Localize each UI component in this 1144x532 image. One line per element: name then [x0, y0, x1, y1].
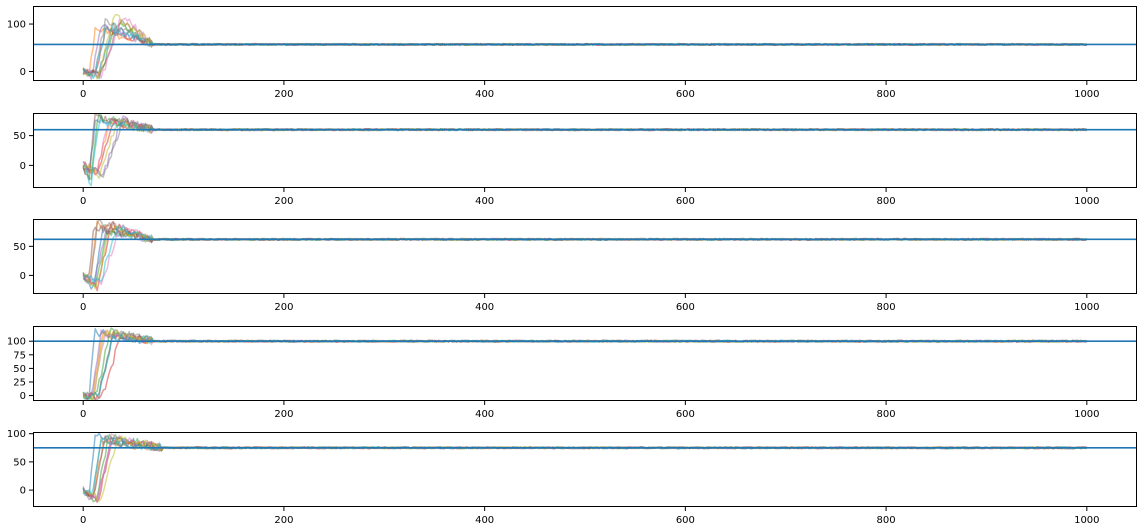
- series-line-3: [82, 21, 1088, 80]
- x-tick-label: 600: [676, 515, 695, 526]
- x-tick-label: 0: [80, 302, 86, 313]
- x-tick-label: 400: [475, 515, 494, 526]
- axes-frame: [33, 326, 1137, 401]
- axes-frame: [33, 113, 1137, 188]
- axes-frame: [33, 6, 1137, 81]
- y-tick-label: 100: [7, 20, 26, 31]
- y-tick-label: 25: [13, 377, 26, 388]
- series-line-3: [82, 433, 1087, 503]
- series-line-8: [82, 18, 1087, 77]
- series-line-1: [82, 115, 1087, 174]
- y-tick-label: 0: [20, 271, 26, 282]
- series-line-6: [82, 435, 1087, 498]
- series-line-1: [82, 432, 1088, 497]
- series-line-9: [82, 14, 1087, 80]
- x-tick-label: 600: [676, 409, 695, 420]
- y-tick-label: 100: [7, 337, 26, 348]
- series-line-6: [82, 19, 1087, 77]
- x-tick-label: 0: [80, 515, 86, 526]
- y-tick-label: 50: [13, 242, 26, 253]
- y-tick-label: 50: [13, 131, 26, 142]
- x-tick-label: 800: [877, 196, 896, 207]
- series-line-6: [82, 113, 1087, 181]
- y-tick-label: 0: [20, 391, 26, 402]
- series-line-10: [82, 25, 1088, 80]
- axes-frame: [33, 432, 1137, 507]
- series-group: [82, 327, 1088, 401]
- series-line-9: [82, 435, 1087, 502]
- y-tick-label: 0: [20, 486, 26, 497]
- x-tick-label: 1000: [1074, 515, 1099, 526]
- x-tick-label: 1000: [1074, 196, 1099, 207]
- series-line-2: [82, 118, 1087, 173]
- x-tick-label: 600: [676, 196, 695, 207]
- series-line-1: [82, 327, 1088, 401]
- series-line-7: [83, 433, 1087, 504]
- series-group: [82, 432, 1088, 504]
- x-tick-label: 800: [877, 89, 896, 100]
- x-tick-label: 200: [274, 302, 293, 313]
- x-tick-label: 200: [274, 409, 293, 420]
- series-line-4: [82, 220, 1088, 292]
- y-tick-label: 0: [20, 67, 26, 78]
- x-tick-label: 0: [80, 89, 86, 100]
- subplot-3: 0 200 400 600 800 1000 0 50: [13, 219, 1137, 313]
- series-line-5: [83, 227, 1087, 283]
- y-tick-label: 100: [7, 429, 26, 440]
- x-tick-label: 0: [80, 196, 86, 207]
- axes-frame: [33, 219, 1137, 294]
- series-line-1: [82, 225, 1088, 290]
- series-group: [82, 219, 1088, 292]
- x-tick-label: 800: [877, 409, 896, 420]
- y-tick-label: 75: [13, 350, 26, 361]
- x-tick-label: 400: [475, 302, 494, 313]
- y-tick-label: 50: [13, 457, 26, 468]
- x-tick-label: 200: [274, 515, 293, 526]
- subplot-1: 0 200 400 600 800 1000 0 100: [7, 6, 1137, 100]
- x-tick-label: 200: [274, 89, 293, 100]
- x-tick-label: 600: [676, 89, 695, 100]
- x-tick-label: 400: [475, 89, 494, 100]
- series-line-8: [83, 117, 1088, 178]
- series-line-4: [82, 333, 1088, 401]
- y-tick-label: 50: [13, 364, 26, 375]
- series-line-4: [82, 26, 1087, 76]
- x-tick-label: 600: [676, 302, 695, 313]
- series-line-1: [82, 22, 1087, 77]
- series-line-7: [82, 223, 1087, 286]
- series-line-3: [82, 228, 1087, 288]
- series-group: [82, 14, 1088, 80]
- subplot-5: 0 200 400 600 800 1000 0 50 100: [7, 429, 1137, 526]
- series-line-8: [82, 219, 1088, 284]
- x-tick-label: 400: [475, 409, 494, 420]
- series-line-5: [82, 23, 1088, 80]
- x-tick-label: 800: [877, 302, 896, 313]
- series-line-2: [82, 26, 1087, 76]
- x-tick-label: 1000: [1074, 89, 1099, 100]
- y-tick-label: 0: [20, 161, 26, 172]
- series-line-7: [82, 17, 1088, 79]
- series-line-3: [82, 113, 1087, 180]
- x-tick-label: 200: [274, 196, 293, 207]
- x-tick-label: 1000: [1074, 302, 1099, 313]
- series-line-7: [82, 117, 1088, 176]
- series-line-2: [82, 220, 1087, 282]
- series-group: [82, 113, 1088, 187]
- x-tick-label: 1000: [1074, 409, 1099, 420]
- x-tick-label: 800: [877, 515, 896, 526]
- x-tick-label: 400: [475, 196, 494, 207]
- subplot-4: 0 200 400 600 800 1000 0 25 50 75 100: [7, 326, 1137, 420]
- series-line-3: [82, 327, 1088, 401]
- series-line-9: [82, 225, 1087, 290]
- series-line-10: [82, 332, 1088, 400]
- subplot-2: 0 200 400 600 800 1000 0 50: [13, 113, 1137, 207]
- series-line-6: [83, 224, 1088, 278]
- x-tick-label: 0: [80, 409, 86, 420]
- series-line-5: [82, 115, 1088, 177]
- series-line-10: [82, 224, 1087, 283]
